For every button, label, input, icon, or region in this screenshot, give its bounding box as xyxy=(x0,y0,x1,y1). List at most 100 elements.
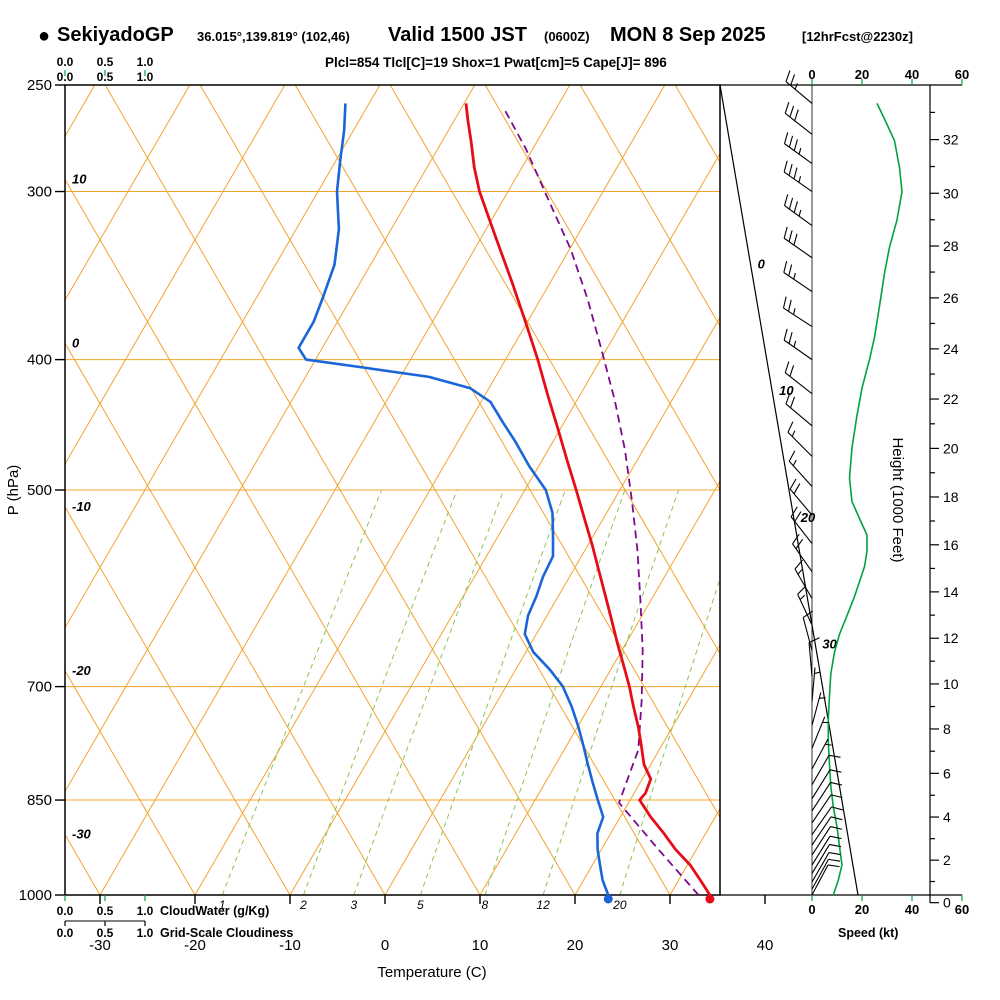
wind-barb xyxy=(811,858,841,890)
height-tick-label: 30 xyxy=(943,185,959,201)
barb-full-tick xyxy=(792,533,800,545)
dry-adiabat-line xyxy=(294,85,720,819)
skewt-grid xyxy=(65,85,1000,895)
height-tick-label: 8 xyxy=(943,721,951,737)
height-tick-label: 16 xyxy=(943,537,959,553)
height-tick-label: 22 xyxy=(943,391,959,407)
isotherm-label-right: 10 xyxy=(779,383,794,398)
wind-barb xyxy=(788,450,813,487)
speed-tick-label-top: 40 xyxy=(905,67,919,82)
profiles xyxy=(297,103,715,904)
barb-half-tick xyxy=(825,743,832,746)
height-tick-label: 6 xyxy=(943,765,951,781)
wind-barb xyxy=(797,585,813,626)
isotherm-line xyxy=(194,85,666,895)
speed-axis-label: Speed (kt) xyxy=(838,926,898,940)
surface-temperature-dot xyxy=(705,894,715,904)
wind-barb xyxy=(811,716,829,749)
params-line: Plcl=854 Tlcl[C]=19 Shox=1 Pwat[cm]=5 Ca… xyxy=(325,55,667,70)
pressure-axis-label: P (hPa) xyxy=(5,465,22,516)
barb-staff xyxy=(811,864,829,896)
barb-full-tick xyxy=(783,132,789,144)
wind-barb xyxy=(783,194,813,227)
barb-full-tick xyxy=(793,139,798,151)
wind-barbs xyxy=(782,70,843,896)
barb-staff xyxy=(783,237,813,259)
isotherm-line xyxy=(479,480,720,895)
adiabat-label-left: 10 xyxy=(72,171,87,186)
adiabat-label-left: -20 xyxy=(72,663,92,678)
barb-full-tick xyxy=(793,167,798,180)
barb-half-tick xyxy=(792,459,797,466)
speed-tick-label-bottom: 60 xyxy=(955,902,969,917)
cloudwater-scale-bottom-label: 1.0 xyxy=(137,904,154,918)
wind-barb xyxy=(792,533,813,572)
cloudiness-scale-bottom-label: 0.5 xyxy=(97,926,114,940)
wind-barb xyxy=(783,160,813,192)
isotherm-line xyxy=(65,85,381,629)
isotherm-line xyxy=(65,85,286,465)
station-coords: 36.015°,139.819° (102,46) xyxy=(197,29,350,44)
speed-tick-label-bottom: 40 xyxy=(905,902,919,917)
wind-barb xyxy=(811,864,840,896)
barb-staff xyxy=(784,205,813,227)
temperature-tick-label: 0 xyxy=(381,937,389,954)
speed-tick-label-bottom: 20 xyxy=(855,902,869,917)
temperature-tick-label: -10 xyxy=(279,937,301,954)
barb-half-tick xyxy=(793,272,796,280)
barb-full-tick xyxy=(830,826,843,830)
wind-barb xyxy=(811,794,843,824)
barb-staff xyxy=(811,859,829,890)
barb-full-tick xyxy=(829,843,842,848)
barb-full-tick xyxy=(794,109,799,121)
dry-adiabat-line xyxy=(579,85,720,328)
barb-full-tick xyxy=(830,794,843,799)
wind-barb xyxy=(783,328,813,361)
wind-barb xyxy=(811,835,842,866)
barb-staff xyxy=(787,431,813,457)
height-tick-label: 26 xyxy=(943,290,959,306)
height-tick-label: 12 xyxy=(943,630,959,646)
barb-full-tick xyxy=(827,864,840,868)
mixing-ratio-line xyxy=(353,489,505,895)
pressure-tick-label: 250 xyxy=(27,77,52,94)
barb-half-tick xyxy=(794,83,798,90)
wind-barb xyxy=(785,70,813,104)
barb-staff xyxy=(811,692,822,726)
barb-half-tick xyxy=(798,209,802,217)
speed-tick-label-top: 20 xyxy=(855,67,869,82)
barb-full-tick xyxy=(783,226,788,239)
mixing-ratio-line xyxy=(619,577,720,895)
barb-full-tick xyxy=(787,299,792,312)
barb-staff xyxy=(785,403,813,427)
barb-full-tick xyxy=(788,450,796,462)
wind-barb xyxy=(784,361,813,395)
temperature-tick-label: 20 xyxy=(567,937,584,954)
wind-barb xyxy=(784,102,813,135)
barb-full-tick xyxy=(789,105,795,118)
mixing-ratio-label: 20 xyxy=(612,898,627,912)
mixing-ratio-label: 5 xyxy=(417,898,424,912)
surface-dewpoint-dot xyxy=(603,894,613,904)
barb-full-tick xyxy=(797,585,807,595)
barb-half-tick xyxy=(798,147,802,155)
isotherm-line xyxy=(65,85,476,793)
pressure-tick-label: 400 xyxy=(27,352,52,369)
dry-adiabat-line xyxy=(65,342,386,895)
barb-full-tick xyxy=(784,361,790,373)
barb-full-tick xyxy=(790,74,796,86)
barb-staff xyxy=(811,826,831,856)
cloudiness-scale-top-label: 0.5 xyxy=(97,70,114,84)
height-tick-label: 10 xyxy=(943,676,959,692)
dry-adiabat-line xyxy=(484,85,720,491)
height-tick-label: 18 xyxy=(943,489,959,505)
cloudwater-scale-top-label: 0.0 xyxy=(57,55,74,69)
wind-barb xyxy=(811,667,821,702)
station-bullet-icon: ● xyxy=(38,25,50,47)
mixing-ratio-line xyxy=(419,489,566,895)
isotherm-line xyxy=(765,85,1000,895)
mixing-ratio-line xyxy=(303,489,458,895)
mixing-ratio-line xyxy=(542,489,680,895)
barb-full-tick xyxy=(795,538,804,550)
